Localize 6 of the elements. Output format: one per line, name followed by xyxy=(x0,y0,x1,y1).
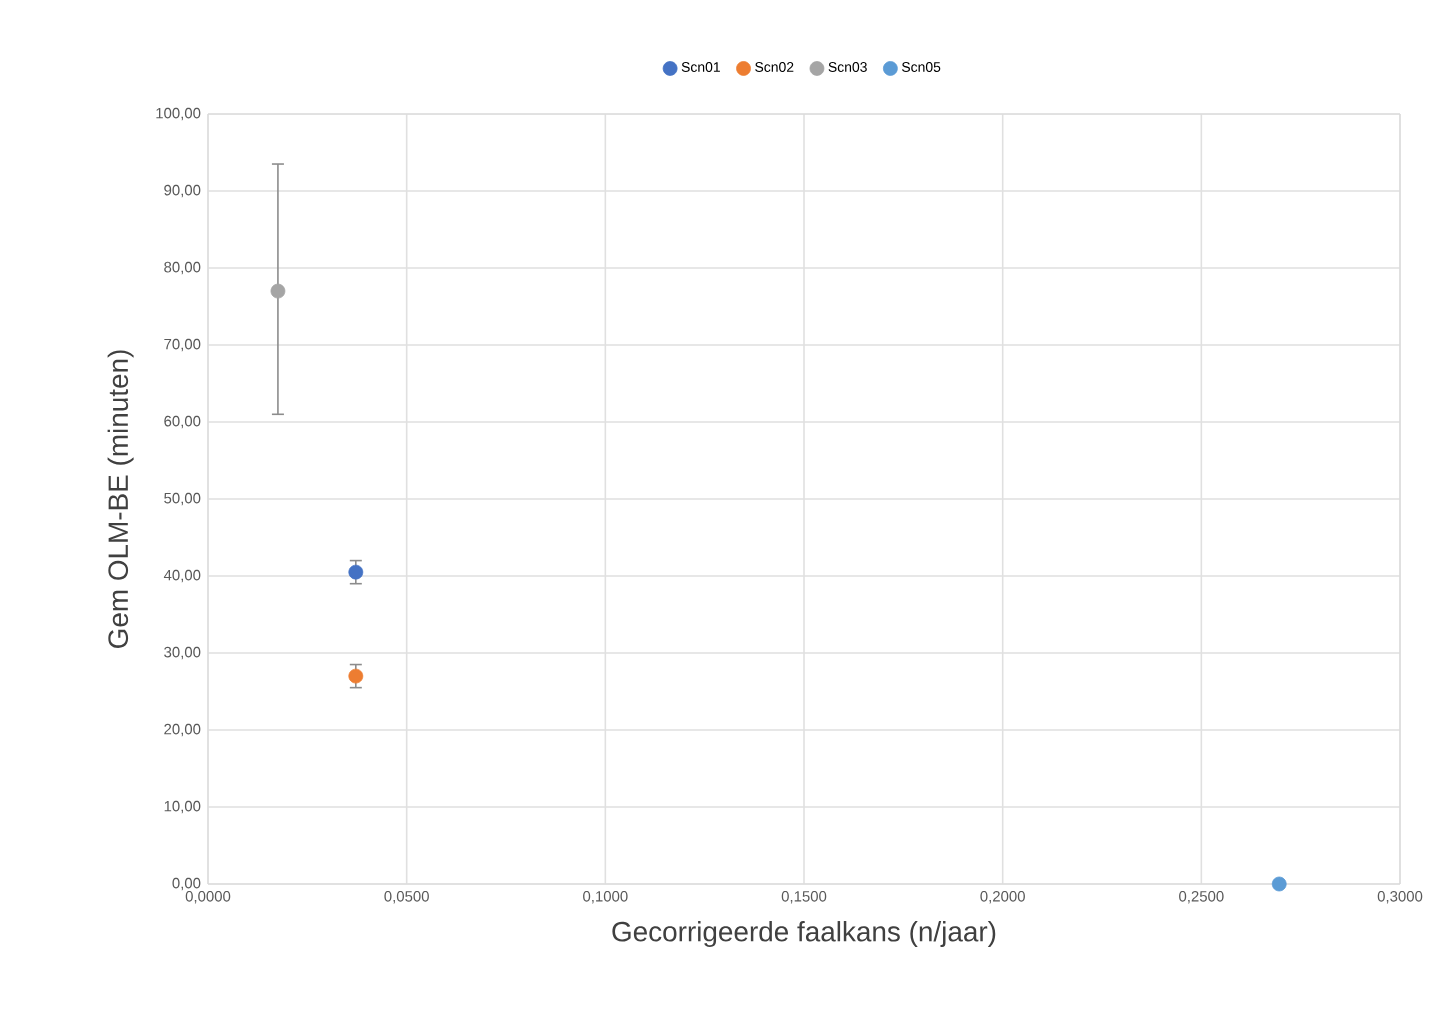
point xyxy=(348,668,364,684)
point xyxy=(270,283,286,299)
point xyxy=(348,564,364,580)
y-axis-title: Gem OLM-BE (minuten) xyxy=(107,350,134,648)
x-axis-title: Gecorrigeerde faalkans (n/jaar) xyxy=(612,921,996,948)
point xyxy=(1271,876,1287,892)
